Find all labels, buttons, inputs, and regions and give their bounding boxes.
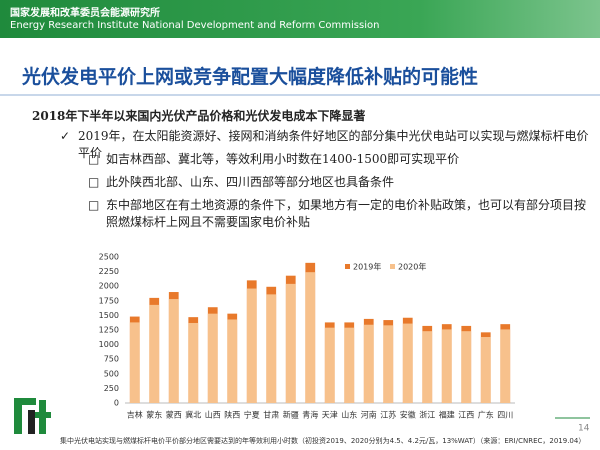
- x-tick-label: 山西: [205, 410, 221, 420]
- legend-label: 2020年: [398, 262, 426, 272]
- check-icon: ✓: [60, 129, 71, 143]
- bar: [422, 331, 433, 403]
- bar: [480, 337, 491, 403]
- x-tick-label: 山东: [341, 410, 357, 420]
- org-cn: 国家发展和改革委员会能源研究所: [10, 8, 160, 19]
- bar: [207, 313, 218, 403]
- header-bar: 国家发展和改革委员会能源研究所 Energy Research Institut…: [0, 0, 600, 38]
- x-tick-label: 冀北: [185, 410, 201, 420]
- bar: [441, 329, 452, 403]
- y-tick-label: 750: [104, 355, 119, 364]
- x-tick-label: 福建: [439, 410, 455, 420]
- y-tick-label: 1250: [99, 326, 119, 335]
- bar: [129, 322, 140, 403]
- bar: [402, 323, 413, 403]
- subtitle: 2018年下半年以来国内光伏产品价格和光伏发电成本下降显著: [32, 109, 366, 123]
- x-tick-label: 江西: [458, 411, 474, 420]
- y-tick-label: 0: [114, 399, 119, 408]
- y-tick-label: 2250: [99, 267, 119, 276]
- bar: [344, 327, 355, 403]
- y-tick-label: 250: [104, 384, 119, 393]
- y-tick-label: 2000: [99, 282, 119, 291]
- square-icon: □: [88, 175, 100, 189]
- square-icon: □: [88, 152, 100, 166]
- page-number: 14: [578, 424, 590, 434]
- y-tick-label: 1750: [99, 296, 119, 305]
- x-tick-label: 河南: [361, 410, 377, 420]
- x-tick-label: 陕西: [224, 410, 240, 420]
- org-en: Energy Research Institute National Devel…: [10, 20, 380, 31]
- x-tick-label: 广东: [478, 410, 494, 420]
- x-tick-label: 天津: [322, 410, 338, 420]
- bar: [168, 299, 179, 403]
- sub-bullet: 如吉林西部、冀北等，等效利用小时数在1400-1500即可实现平价: [106, 152, 460, 166]
- slide-title: 光伏发电平价上网或竞争配置大幅度降低补贴的可能性: [22, 66, 479, 88]
- bar: [383, 325, 394, 403]
- bar: [266, 294, 277, 403]
- bullet: 2019年，在太阳能资源好、接网和消纳条件好地区的部分集中光伏电站可以实现与燃煤…: [78, 129, 589, 160]
- x-tick-label: 浙江: [419, 410, 435, 420]
- legend-label: 2019年: [353, 262, 381, 272]
- y-tick-label: 1500: [99, 311, 119, 320]
- x-tick-label: 四川: [497, 411, 513, 420]
- x-tick-label: 新疆: [283, 410, 299, 420]
- footnote: 集中光伏电站实现与燃煤标杆电价平价部分地区需要达到的年等效利用小时数（初投资20…: [60, 436, 585, 445]
- y-tick-label: 1000: [99, 340, 119, 349]
- x-tick-label: 安徽: [400, 410, 416, 420]
- x-tick-label: 蒙东: [146, 410, 162, 420]
- x-tick-label: 江苏: [380, 410, 396, 420]
- y-tick-label: 500: [104, 369, 119, 378]
- bar: [246, 288, 257, 403]
- square-icon: □: [88, 198, 100, 212]
- bar: [324, 327, 335, 403]
- x-tick-label: 蒙西: [166, 410, 182, 420]
- bar: [461, 331, 472, 403]
- bar: [149, 304, 160, 403]
- x-tick-label: 宁夏: [244, 410, 260, 420]
- bar: [188, 322, 199, 403]
- bar: [227, 319, 238, 403]
- x-tick-label: 甘肃: [263, 410, 279, 420]
- bar: [363, 324, 374, 403]
- sub-bullet: 东中部地区在有土地资源的条件下，如果地方有一定的电价补贴政策，也可以有部分项目按…: [106, 198, 587, 229]
- bar: [500, 329, 511, 403]
- legend-swatch: [390, 264, 395, 269]
- legend-swatch: [345, 264, 350, 269]
- x-tick-label: 青海: [302, 410, 318, 420]
- sub-bullet: 此外陕西北部、山东、四川西部等部分地区也具备条件: [106, 175, 395, 189]
- bar: [285, 283, 296, 403]
- x-tick-label: 吉林: [127, 410, 143, 420]
- y-tick-label: 2500: [99, 253, 119, 262]
- bar: [305, 272, 316, 403]
- logo: [14, 398, 51, 434]
- divider: [0, 94, 600, 96]
